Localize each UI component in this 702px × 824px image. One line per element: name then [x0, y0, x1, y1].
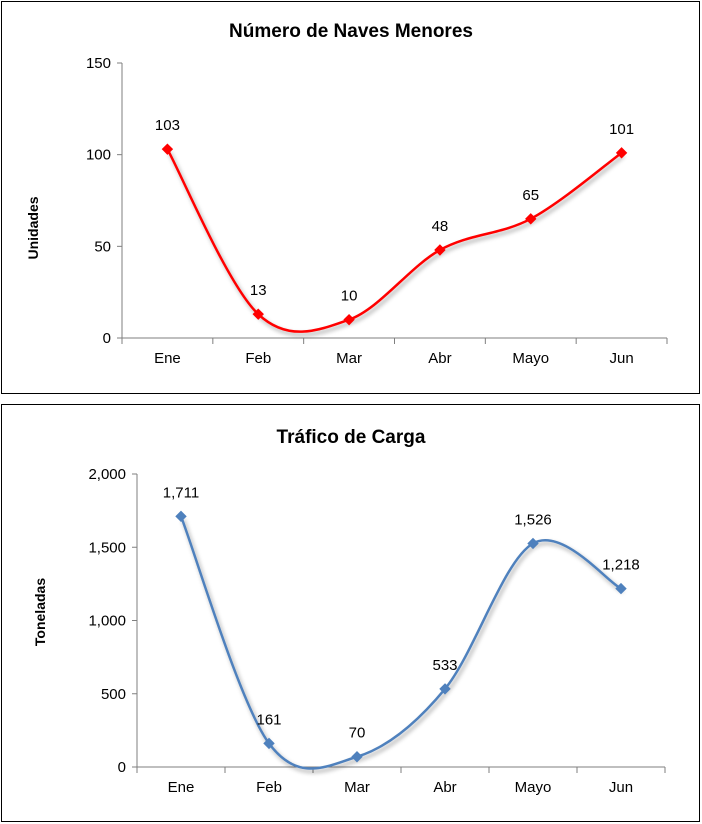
data-label: 103: [155, 117, 180, 134]
y-tick-label: 150: [86, 55, 111, 72]
chart-naves-menores: Número de Naves Menores Unidades 0 50 100 1…: [25, 21, 668, 367]
data-point-marker: [527, 537, 539, 550]
y-axis-label: Toneladas: [32, 578, 48, 646]
data-label: 1,526: [514, 511, 552, 528]
data-label: 161: [256, 711, 281, 728]
y-tick-label: 1,500: [88, 539, 126, 556]
data-label: 1,711: [163, 484, 199, 501]
series-line: [179, 515, 622, 770]
chart-trafico-carga: Tráfico de Carga Toneladas 0 500 1,000 1,50…: [32, 427, 666, 796]
y-tick-label: 0: [118, 759, 126, 776]
data-point-marker: [252, 308, 264, 320]
x-tick-label: Mar: [336, 350, 362, 367]
data-point-marker: [615, 147, 628, 159]
data-point-marker: [343, 313, 355, 326]
data-label: 533: [432, 657, 457, 674]
x-tick-label: Mayo: [515, 779, 552, 796]
data-point-marker: [439, 683, 451, 695]
chart-title: Número de Naves Menores: [229, 21, 473, 42]
x-tick-label: Mar: [344, 779, 370, 796]
y-tick-label: 2,000: [88, 466, 126, 483]
y-tick-label: 500: [101, 686, 126, 703]
data-label: 10: [341, 288, 358, 305]
x-tick-label: Ene: [168, 779, 195, 796]
x-tick-label: Ene: [154, 350, 181, 367]
data-label: 48: [432, 218, 449, 235]
y-axis-label: Unidades: [25, 196, 41, 259]
data-point-marker: [263, 737, 275, 750]
data-label: 13: [250, 282, 267, 299]
x-tick-label: Feb: [256, 779, 282, 796]
chart-panel-naves: Número de Naves Menores Unidades 0 50 100 1…: [1, 1, 700, 394]
x-tick-label: Jun: [609, 350, 633, 367]
y-tick-label: 0: [103, 330, 111, 347]
data-label: 1,218: [602, 557, 640, 574]
chart-panel-carga: Tráfico de Carga Toneladas 0 500 1,000 1,50…: [1, 404, 700, 822]
y-tick-label: 50: [94, 238, 111, 255]
series-line: [166, 148, 623, 333]
x-tick-label: Feb: [245, 350, 271, 367]
data-point-marker: [351, 751, 363, 763]
data-label: 101: [609, 121, 634, 138]
y-tick-label: 1,000: [88, 613, 126, 630]
x-tick-label: Abr: [428, 350, 451, 367]
data-label: 65: [522, 187, 539, 204]
x-tick-label: Jun: [609, 779, 633, 796]
y-tick-label: 100: [86, 147, 111, 164]
chart-title: Tráfico de Carga: [277, 427, 426, 448]
data-point-marker: [161, 143, 174, 155]
data-point-marker: [434, 244, 446, 256]
data-point-marker: [175, 510, 187, 523]
data-label: 70: [349, 725, 366, 742]
x-tick-label: Abr: [433, 779, 456, 796]
data-point-marker: [615, 582, 627, 595]
x-tick-label: Mayo: [512, 350, 549, 367]
data-point-marker: [525, 213, 537, 225]
